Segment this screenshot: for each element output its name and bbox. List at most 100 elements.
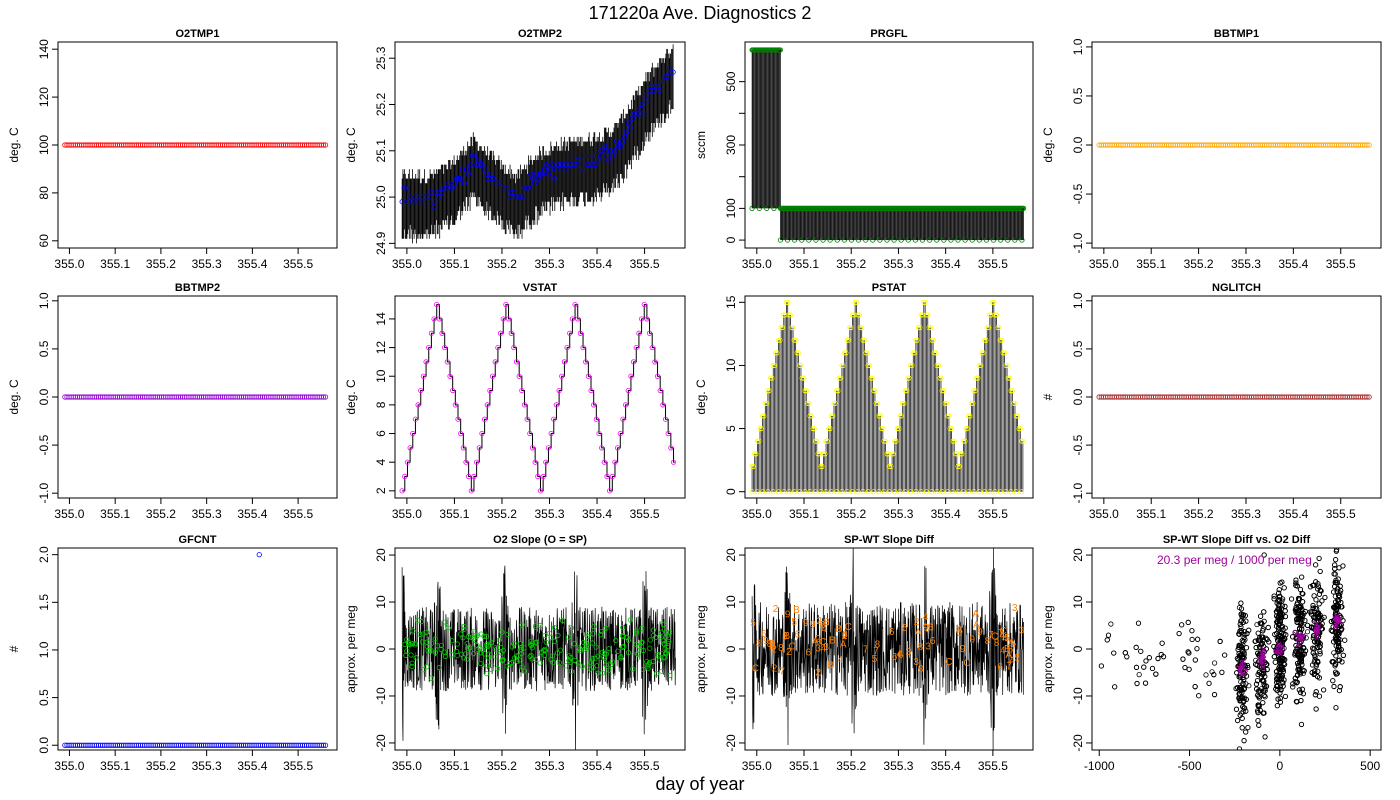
data-point bbox=[1311, 618, 1317, 624]
data-point bbox=[441, 649, 448, 655]
data-glyph: C bbox=[964, 658, 971, 669]
y-tick-label: 10 bbox=[374, 369, 388, 383]
data-point bbox=[985, 324, 992, 331]
data-point bbox=[1258, 642, 1265, 648]
data-point bbox=[438, 642, 444, 649]
data-point bbox=[541, 166, 548, 172]
panel-spwt_vs_o2: SP-WT Slope Diff vs. O2 Diff approx. per … bbox=[1041, 534, 1382, 773]
data-point bbox=[1240, 762, 1244, 766]
data-glyph: 2 bbox=[842, 631, 848, 642]
cross-point bbox=[1261, 647, 1266, 653]
data-point bbox=[1302, 608, 1308, 615]
data-point bbox=[579, 663, 585, 669]
data-point bbox=[991, 299, 997, 305]
data-point bbox=[1253, 681, 1260, 687]
data-point bbox=[975, 375, 981, 381]
data-point bbox=[1276, 590, 1282, 596]
data-point bbox=[962, 438, 968, 444]
data-glyph: 4 bbox=[999, 631, 1005, 642]
data-point bbox=[630, 666, 636, 672]
data-point bbox=[1334, 635, 1340, 642]
data-point bbox=[1338, 599, 1344, 606]
data-point bbox=[1298, 697, 1304, 704]
data-point bbox=[1366, 394, 1372, 400]
data-point bbox=[608, 148, 614, 154]
data-point bbox=[585, 633, 591, 639]
data-glyph: 3 bbox=[906, 647, 912, 658]
cross-point bbox=[1314, 635, 1320, 641]
y-axis-label: deg. C bbox=[694, 379, 708, 415]
data-point bbox=[787, 312, 793, 318]
data-point bbox=[1314, 644, 1320, 650]
data-point bbox=[481, 633, 487, 639]
data-point bbox=[753, 451, 759, 457]
data-point bbox=[405, 199, 411, 205]
x-tick-label: 355.3 bbox=[1231, 507, 1261, 521]
data-point bbox=[1340, 563, 1346, 569]
data-point bbox=[618, 654, 624, 660]
cross-point bbox=[1275, 646, 1280, 652]
data-point bbox=[1241, 685, 1247, 692]
data-point bbox=[426, 194, 433, 200]
data-point bbox=[1336, 592, 1342, 599]
data-point bbox=[1243, 729, 1249, 735]
data-point bbox=[420, 199, 427, 205]
data-point bbox=[466, 473, 472, 480]
data-point bbox=[565, 634, 572, 640]
data-point bbox=[550, 653, 556, 659]
data-point bbox=[430, 203, 436, 209]
data-point bbox=[797, 489, 803, 495]
data-point bbox=[542, 632, 548, 639]
data-glyph: 3 bbox=[782, 631, 788, 642]
data-point bbox=[479, 162, 485, 168]
data-point bbox=[582, 152, 588, 159]
data-point bbox=[575, 316, 581, 322]
data-point bbox=[1001, 350, 1008, 356]
x-tick-label: 355.4 bbox=[237, 507, 267, 521]
data-point bbox=[629, 115, 635, 121]
x-tick-label: 355.2 bbox=[836, 759, 866, 773]
data-point bbox=[1333, 671, 1339, 677]
data-point bbox=[1309, 608, 1315, 615]
data-point bbox=[812, 489, 819, 495]
data-point bbox=[806, 400, 812, 406]
data-point bbox=[1315, 668, 1321, 674]
data-point bbox=[475, 157, 481, 163]
data-point bbox=[446, 180, 452, 186]
data-point bbox=[559, 162, 565, 168]
data-point bbox=[1236, 654, 1243, 660]
cross-point bbox=[1333, 624, 1338, 630]
data-point bbox=[1257, 688, 1263, 694]
data-point bbox=[320, 142, 327, 148]
data-point bbox=[495, 344, 501, 351]
data-glyph: 3 bbox=[823, 642, 829, 653]
data-point bbox=[670, 69, 676, 75]
data-point bbox=[1279, 667, 1285, 673]
data-glyph: 6 bbox=[998, 662, 1004, 673]
data-point bbox=[647, 645, 653, 651]
data-point bbox=[569, 152, 575, 159]
data-point bbox=[869, 375, 875, 381]
data-point bbox=[1297, 656, 1303, 662]
data-point bbox=[593, 416, 599, 422]
data-point bbox=[649, 83, 655, 89]
data-point bbox=[595, 653, 601, 659]
data-point bbox=[1297, 671, 1303, 677]
data-point bbox=[1295, 595, 1302, 602]
data-glyph: 3 bbox=[914, 657, 920, 668]
data-point bbox=[613, 138, 620, 145]
data-point bbox=[1312, 654, 1318, 660]
data-point bbox=[1294, 601, 1300, 607]
cross-point bbox=[1258, 656, 1263, 661]
y-tick-label: -1.0 bbox=[1071, 232, 1085, 253]
data-point bbox=[1244, 630, 1250, 637]
data-point bbox=[1236, 674, 1242, 680]
y-tick-label: 100 bbox=[37, 135, 51, 155]
data-point bbox=[407, 194, 413, 200]
data-point bbox=[856, 312, 862, 318]
data-point bbox=[1233, 706, 1240, 712]
data-point bbox=[625, 120, 631, 126]
data-point bbox=[577, 330, 583, 336]
data-point bbox=[1239, 725, 1245, 731]
data-point bbox=[1342, 637, 1348, 643]
